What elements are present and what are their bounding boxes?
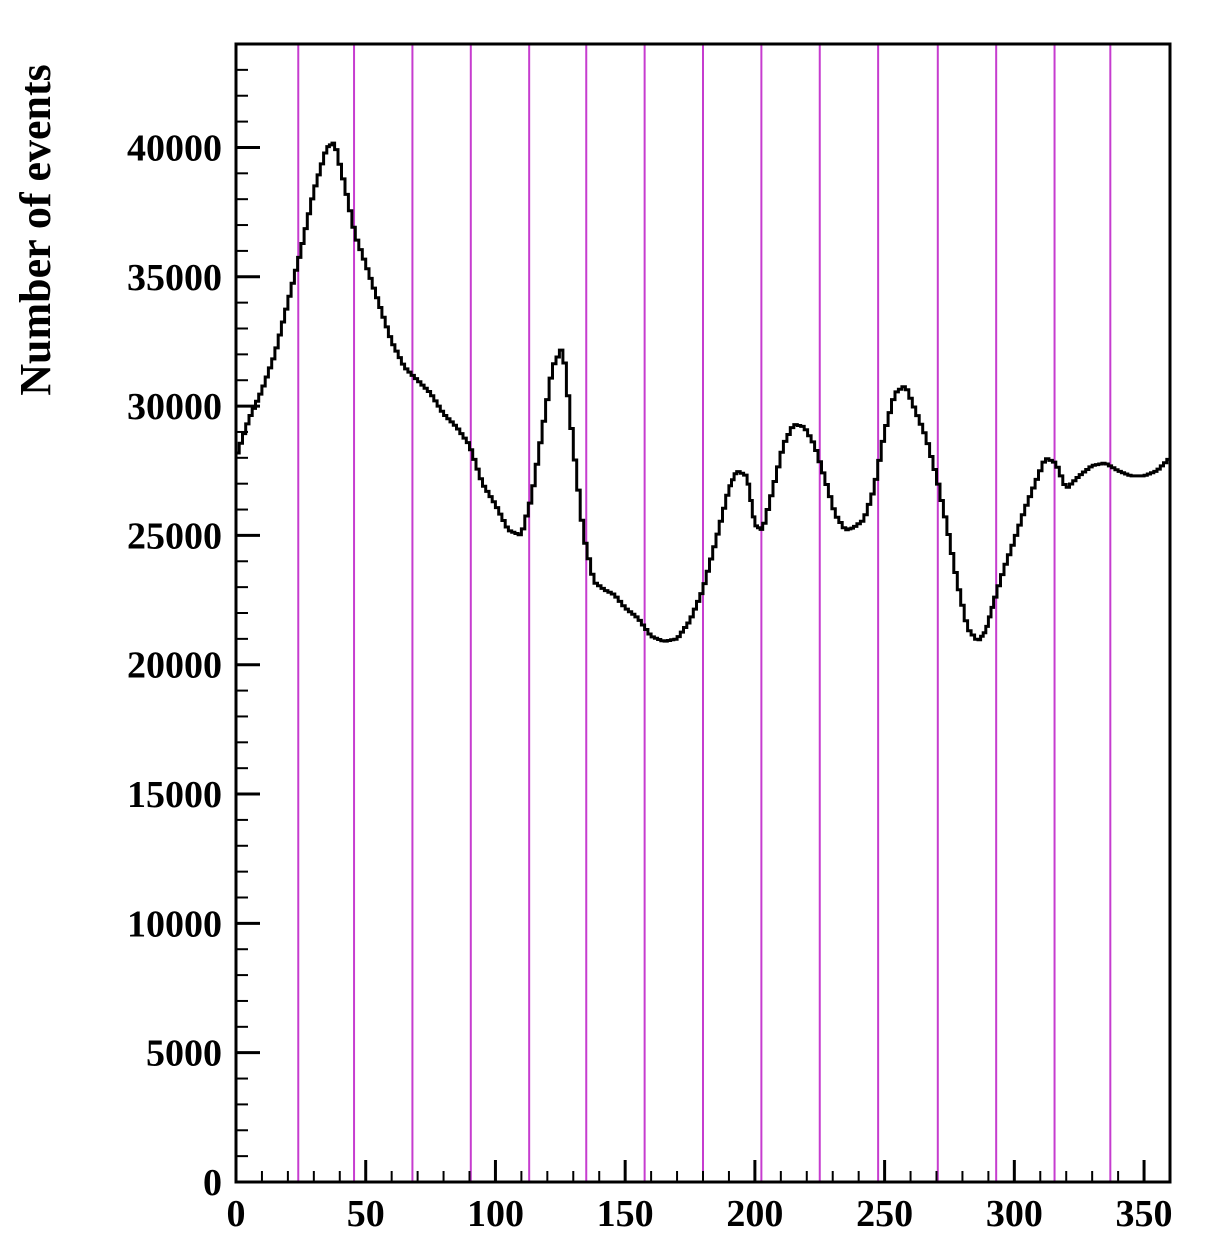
y-tick-label: 35000 (127, 257, 222, 299)
y-tick-label: 20000 (127, 645, 222, 687)
x-tick-label: 300 (986, 1193, 1043, 1235)
y-tick-label: 25000 (127, 515, 222, 557)
y-tick-label: 0 (203, 1162, 222, 1204)
vertical-lines-group (297, 44, 1112, 1182)
x-tick-label: 0 (227, 1193, 246, 1235)
x-tick-label: 250 (856, 1193, 913, 1235)
x-tick-label: 50 (347, 1193, 385, 1235)
y-tick-label: 5000 (146, 1033, 222, 1075)
x-tick-label: 350 (1116, 1193, 1173, 1235)
series-line-1 (236, 141, 1170, 643)
series-group (236, 141, 1170, 643)
y-tick-label: 15000 (127, 774, 222, 816)
x-tick-label: 200 (726, 1193, 783, 1235)
y-tick-label: 40000 (127, 127, 222, 169)
x-axis: 0 50 100 150 200 250 300 350 (227, 1160, 1173, 1235)
y-tick-label: 30000 (127, 386, 222, 428)
y-axis-title: Number of events (11, 64, 60, 396)
x-tick-label: 150 (597, 1193, 654, 1235)
x-tick-label: 100 (467, 1193, 524, 1235)
y-axis: 0 5000 10000 15000 20000 25000 30000 35000 40000 (127, 68, 260, 1204)
y-tick-label: 10000 (127, 903, 222, 945)
